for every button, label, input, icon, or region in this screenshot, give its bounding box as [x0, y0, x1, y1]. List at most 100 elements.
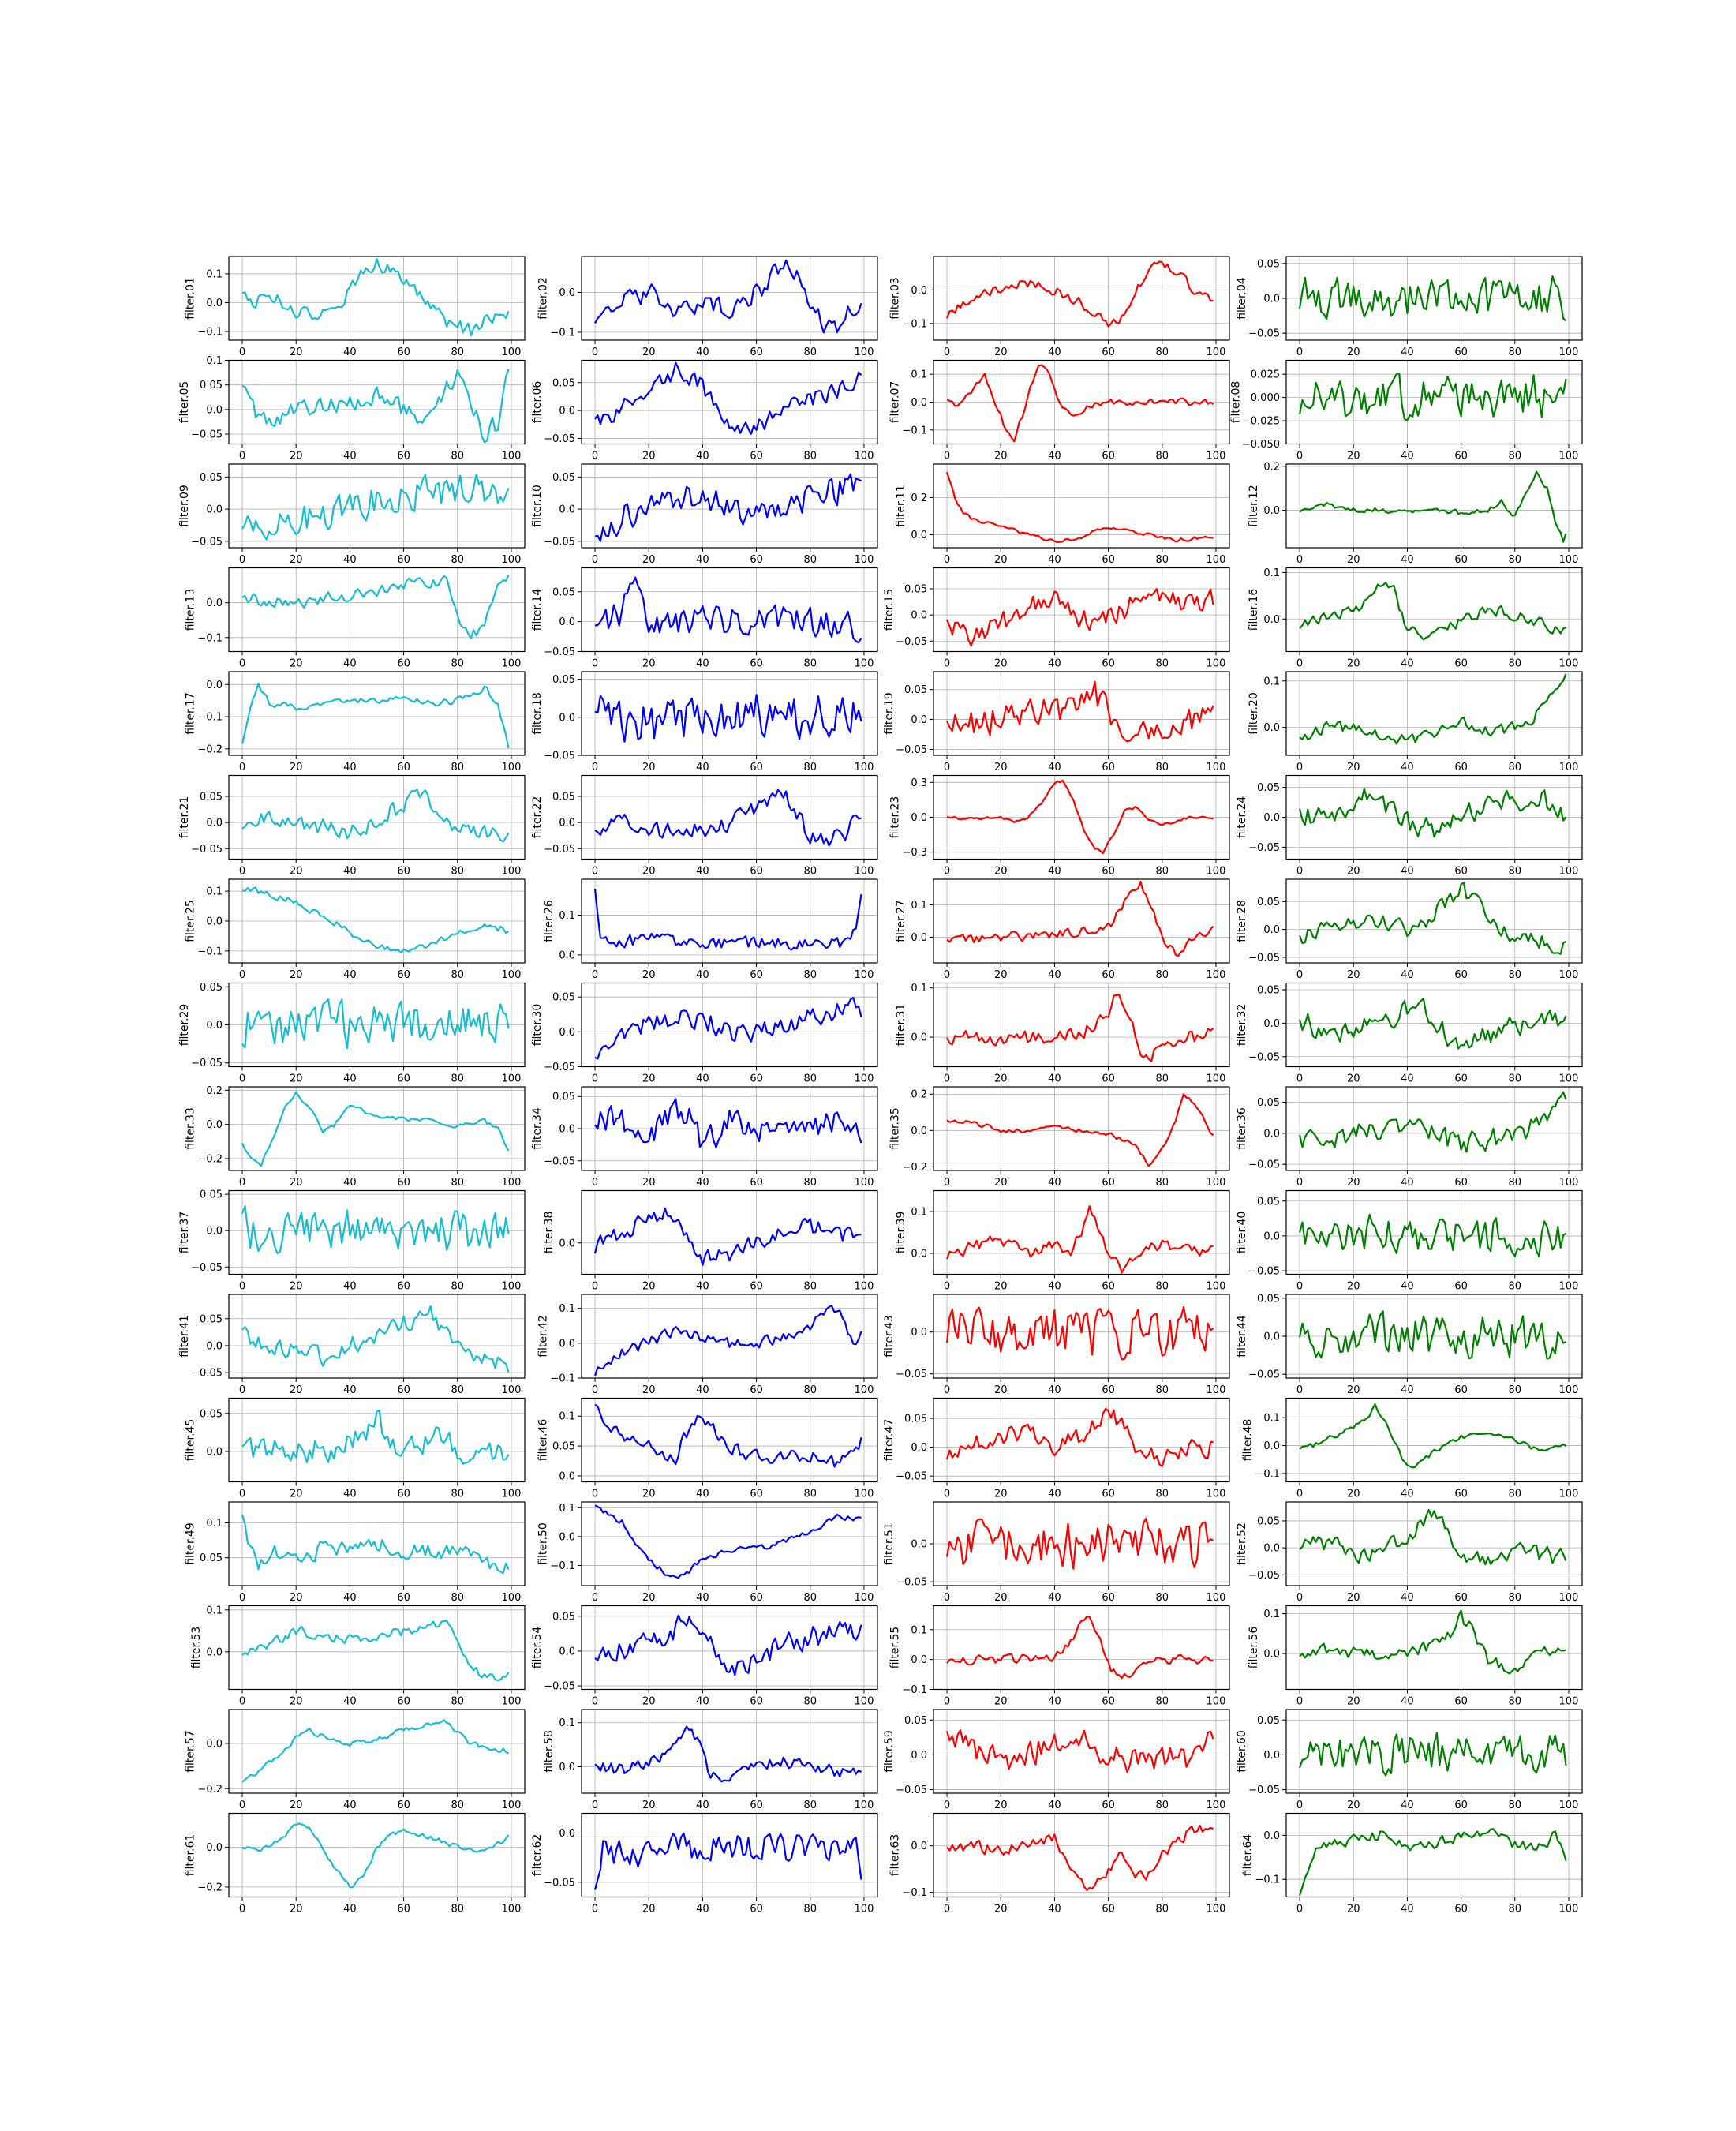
- axes-frame: [933, 982, 1230, 1068]
- y-tick-label: 0.0: [911, 610, 927, 622]
- x-tick-label: 100: [1559, 1073, 1579, 1085]
- subplot-filter-22: 0 20 40 60 80 100 −0.05 0.0 0.05 filter.22: [531, 774, 878, 878]
- x-tick-label: 20: [994, 762, 1008, 773]
- x-tick-label: 40: [1048, 1592, 1061, 1604]
- series-line: [945, 260, 1214, 328]
- y-tick-label: −0.1: [550, 1373, 575, 1385]
- subplot-filter-63: 0 20 40 60 80 100 −0.1 0.0 filter.63: [889, 1812, 1230, 1916]
- axes-frame: [581, 1605, 878, 1691]
- y-axis-label: filter.18: [531, 692, 544, 735]
- x-tick-label: 80: [1508, 1177, 1521, 1189]
- x-tick-label: 60: [750, 1384, 763, 1396]
- y-tick-label: 0.05: [1257, 782, 1280, 794]
- x-tick-label: 20: [1347, 1384, 1360, 1396]
- x-tick-label: 80: [803, 1384, 817, 1396]
- y-tick-label: −0.05: [544, 1681, 575, 1693]
- x-tick-label: 0: [944, 969, 950, 981]
- x-tick-label: 80: [451, 1592, 464, 1604]
- x-tick-label: 20: [1347, 658, 1360, 670]
- x-tick-label: 60: [1102, 1489, 1115, 1500]
- subplot-filter-10: 0 20 40 60 80 100 −0.05 0.0 0.05 filter.10: [531, 463, 878, 566]
- x-tick-label: 100: [502, 451, 522, 463]
- x-tick-label: 80: [803, 1073, 817, 1085]
- x-tick-label: 60: [1454, 451, 1468, 463]
- x-tick-label: 0: [239, 866, 245, 878]
- x-tick-label: 20: [642, 658, 656, 670]
- x-tick-label: 60: [397, 1281, 410, 1293]
- x-tick-label: 0: [944, 451, 950, 463]
- axes-frame: [933, 1605, 1230, 1691]
- y-axis-label: filter.38: [543, 1212, 556, 1254]
- subplot-filter-42: 0 20 40 60 80 100 −0.1 0.0 0.1 filter.42: [537, 1294, 878, 1396]
- x-tick-label: 20: [642, 1177, 656, 1189]
- series-line: [945, 1728, 1214, 1773]
- x-tick-label: 80: [1155, 1177, 1169, 1189]
- y-tick-label: 0.05: [904, 684, 927, 696]
- x-tick-label: 80: [1508, 969, 1521, 981]
- x-tick-label: 20: [994, 1489, 1008, 1500]
- x-tick-label: 0: [592, 451, 598, 463]
- y-tick-label: 0.05: [1257, 897, 1280, 908]
- x-tick-label: 20: [642, 1904, 656, 1916]
- x-tick-label: 0: [944, 1281, 950, 1293]
- x-tick-label: 0: [1296, 866, 1303, 878]
- x-tick-label: 0: [944, 346, 950, 358]
- x-tick-label: 100: [502, 1177, 522, 1189]
- x-tick-label: 0: [1296, 1489, 1303, 1500]
- x-tick-label: 60: [1454, 1800, 1468, 1811]
- subplot-filter-02: 0 20 40 60 80 100 −0.1 0.0 filter.02: [537, 256, 878, 358]
- y-tick-label: 0.0: [206, 1738, 223, 1750]
- y-axis-label: filter.58: [543, 1730, 556, 1773]
- x-tick-label: 40: [1401, 1592, 1414, 1604]
- x-tick-label: 80: [803, 866, 817, 878]
- x-tick-label: 40: [1048, 658, 1061, 670]
- subplot-filter-51: 0 20 40 60 80 100 −0.05 0.0 filter.51: [883, 1501, 1230, 1604]
- axes-frame: [228, 1605, 526, 1691]
- x-tick-label: 0: [944, 1592, 950, 1604]
- y-tick-label: 0.0: [206, 1119, 223, 1131]
- x-tick-label: 20: [290, 1800, 303, 1811]
- x-tick-label: 80: [451, 762, 464, 773]
- x-tick-label: 20: [642, 1800, 656, 1811]
- y-tick-label: −0.05: [544, 1062, 575, 1073]
- x-tick-label: 20: [290, 969, 303, 981]
- x-tick-label: 60: [1102, 451, 1115, 463]
- axes-frame: [1285, 982, 1583, 1068]
- x-tick-label: 0: [1296, 554, 1303, 566]
- x-tick-label: 80: [803, 451, 817, 463]
- x-tick-label: 0: [592, 1489, 598, 1500]
- y-tick-label: 0.05: [552, 377, 575, 389]
- x-tick-label: 60: [1102, 969, 1115, 981]
- series-line: [593, 1207, 862, 1266]
- x-tick-label: 60: [1102, 1592, 1115, 1604]
- x-tick-label: 80: [1155, 1904, 1169, 1916]
- y-axis-label: filter.08: [1229, 381, 1242, 424]
- y-tick-label: 0.0: [911, 1442, 927, 1454]
- x-tick-label: 60: [1102, 1073, 1115, 1085]
- x-tick-label: 40: [696, 1904, 709, 1916]
- x-tick-label: 80: [1508, 451, 1521, 463]
- x-tick-label: 0: [592, 1904, 598, 1916]
- x-tick-label: 80: [1508, 1904, 1521, 1916]
- x-tick-label: 20: [642, 866, 656, 878]
- y-tick-label: 0.0: [206, 916, 223, 928]
- y-tick-label: 0.2: [911, 1089, 927, 1101]
- y-tick-label: −0.05: [544, 1155, 575, 1167]
- axes-frame: [581, 878, 878, 964]
- x-tick-label: 80: [1155, 1800, 1169, 1811]
- x-tick-label: 40: [696, 451, 709, 463]
- x-tick-label: 100: [1559, 1696, 1579, 1708]
- y-tick-label: 0.05: [200, 982, 223, 994]
- x-tick-label: 100: [1207, 1592, 1226, 1604]
- y-tick-label: 0.1: [206, 355, 223, 367]
- y-axis-label: filter.24: [1236, 796, 1248, 839]
- y-tick-label: 0.0: [559, 1238, 575, 1249]
- y-tick-label: −0.05: [1248, 952, 1280, 964]
- x-tick-label: 60: [397, 1800, 410, 1811]
- x-tick-label: 0: [592, 1384, 598, 1396]
- subplot-filter-08: 0 20 40 60 80 100 −0.050 −0.025 0.000 0.025 filter…: [1229, 359, 1583, 463]
- series-line: [1298, 882, 1567, 955]
- x-tick-label: 100: [855, 451, 874, 463]
- x-tick-label: 0: [592, 554, 598, 566]
